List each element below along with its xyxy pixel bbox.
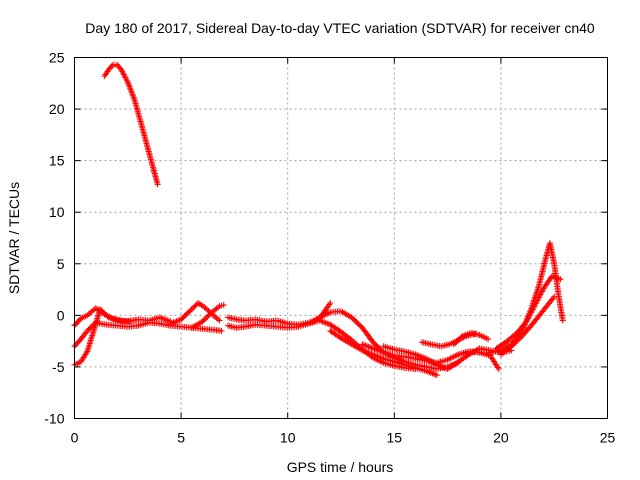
data-point-interp	[524, 317, 531, 324]
chart-title: Day 180 of 2017, Sidereal Day-to-day VTE…	[85, 20, 595, 36]
data-point-interp	[215, 304, 222, 311]
data-point	[551, 293, 558, 300]
data-point	[220, 302, 227, 309]
data-point-interp	[215, 316, 222, 323]
data-point-interp	[99, 310, 106, 317]
y-tick-label: 25	[49, 50, 65, 66]
y-tick-label: -5	[52, 359, 65, 375]
data-points	[71, 61, 566, 379]
axis-ticks: 0 5 10 15 20 25 -10 -5 0 5 10 15 20 25	[44, 50, 615, 446]
y-tick-label: 20	[49, 101, 65, 117]
series-arc-17	[493, 273, 564, 352]
data-point	[495, 365, 502, 372]
data-point-interp	[108, 63, 115, 70]
data-point	[559, 317, 566, 324]
x-axis-label: GPS time / hours	[287, 459, 394, 475]
x-tick-label: 25	[600, 430, 616, 446]
y-tick-label: 15	[49, 153, 65, 169]
data-point	[216, 317, 223, 324]
plot-frame	[74, 57, 608, 419]
data-point-interp	[536, 293, 543, 300]
data-point	[154, 181, 161, 188]
series-arc-15	[455, 348, 502, 372]
data-point-interp	[533, 299, 540, 306]
series-arc-14	[450, 329, 492, 348]
x-tick-label: 5	[177, 430, 185, 446]
y-tick-label: 10	[49, 204, 65, 220]
series-arc-5	[167, 299, 223, 327]
data-point-interp	[530, 305, 537, 312]
y-axis-label: SDTVAR / TECUs	[6, 182, 22, 294]
data-point	[557, 276, 564, 283]
x-tick-label: 0	[71, 430, 79, 446]
series-arc-18	[497, 293, 558, 358]
series-arc-1	[101, 61, 161, 188]
x-tick-label: 20	[493, 430, 509, 446]
data-point	[485, 336, 492, 343]
series-arc-10	[327, 327, 440, 379]
x-tick-label: 15	[387, 430, 403, 446]
data-point-interp	[494, 364, 501, 371]
y-tick-label: 5	[57, 256, 65, 272]
data-point	[126, 318, 133, 325]
series-arc-6	[188, 302, 227, 331]
data-point	[327, 299, 334, 306]
data-point-interp	[550, 295, 557, 302]
grid	[74, 57, 608, 419]
data-point	[218, 327, 225, 334]
data-point-interp	[527, 311, 534, 318]
y-tick-label: 0	[57, 307, 65, 323]
y-tick-label: -10	[44, 411, 64, 427]
x-tick-label: 10	[280, 430, 296, 446]
data-point	[433, 372, 440, 379]
data-point-interp	[83, 349, 90, 356]
